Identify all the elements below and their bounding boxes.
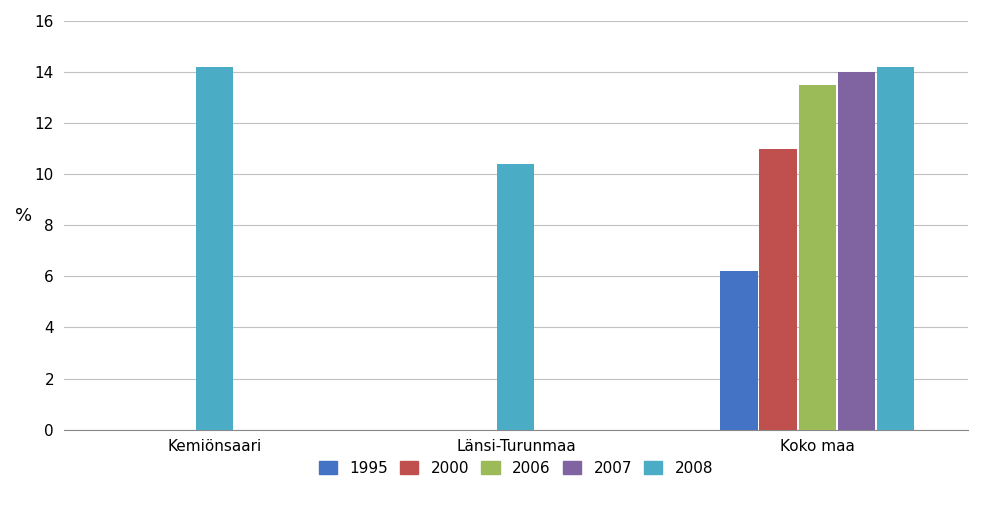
Legend: 1995, 2000, 2006, 2007, 2008: 1995, 2000, 2006, 2007, 2008: [311, 453, 721, 483]
Bar: [877, 67, 914, 430]
Bar: [721, 271, 758, 430]
Bar: [798, 85, 836, 430]
Bar: [760, 149, 797, 430]
Y-axis label: %: %: [15, 207, 32, 225]
Bar: [497, 164, 535, 430]
Bar: [196, 67, 233, 430]
Bar: [838, 72, 875, 430]
